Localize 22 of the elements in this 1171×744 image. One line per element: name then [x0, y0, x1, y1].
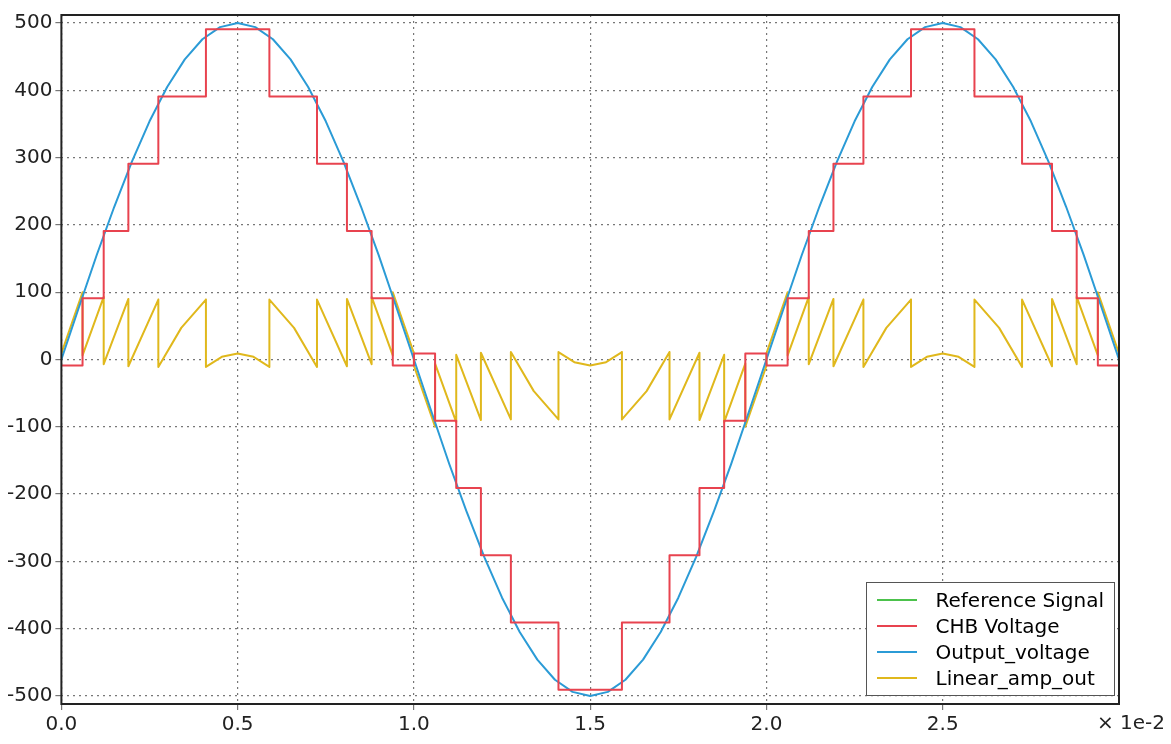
legend-label: CHB Voltage — [935, 613, 1060, 639]
y-tick-label: -500 — [7, 682, 53, 707]
x-tick-label: 1.0 — [398, 711, 430, 736]
y-tick-label: 100 — [14, 278, 53, 303]
y-tick-label: 300 — [14, 143, 53, 168]
x-tick-label: 2.5 — [926, 711, 959, 736]
y-tick-label: -400 — [7, 614, 53, 639]
y-tick-label: -200 — [7, 480, 53, 505]
y-tick-label: 0 — [39, 345, 53, 370]
y-tick-label: 200 — [14, 211, 53, 236]
y-tick-label: 500 — [14, 9, 53, 34]
text: × 1e-2 — [1096, 710, 1165, 735]
y-tick-label: -300 — [7, 547, 53, 572]
x-tick-label: 0.0 — [45, 711, 78, 736]
x-tick-label: 1.5 — [574, 711, 607, 736]
legend-label: Reference Signal — [935, 587, 1104, 613]
y-tick-label: -100 — [7, 412, 53, 437]
x-tick-label: 2.0 — [750, 711, 783, 736]
legend-label: Output_voltage — [935, 639, 1090, 665]
x-tick-label: 0.5 — [221, 711, 254, 736]
legend-label: Linear_amp_out — [935, 665, 1095, 691]
y-tick-label: 400 — [14, 76, 53, 101]
